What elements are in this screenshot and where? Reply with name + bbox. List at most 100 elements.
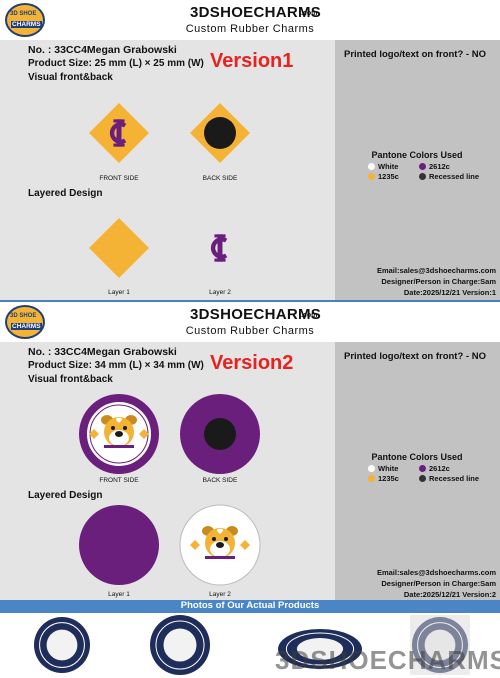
diamond [190,540,200,550]
recess [204,418,236,450]
section-heading: Layered Design [28,188,103,199]
diamond [240,540,250,550]
subtitle: Custom Rubber Charms [185,325,315,337]
diamond [89,218,149,278]
brand-domain: .com [301,312,318,319]
right-panel [335,40,500,300]
logo-text: CHARMS [11,21,42,28]
dog-eye [224,537,228,541]
cc-serif [214,234,226,238]
swatch-label: White [378,464,399,473]
swatch-label: Recessed line [429,474,480,483]
cc-bar [217,234,223,262]
layer-disc [79,505,159,585]
swatch-label: 1235c [378,474,399,483]
swatch [419,173,426,180]
charm-drawings [89,103,250,278]
diamond [139,429,149,439]
product-ring [285,632,355,666]
swatch-label: 1235c [378,172,399,181]
swatch-label: Recessed line [429,172,480,181]
swatch-label: 2612c [429,162,450,171]
left-panel [0,342,335,600]
section-heading: Layered Design [28,490,103,501]
pantone-heading: Pantone Colors Used [371,452,463,462]
contact-line: Date:2025/12/21 Version:2 [403,590,496,599]
layer-label: Layer 1 [108,591,130,598]
brand-domain: .com [301,10,318,17]
section-heading: Visual front&back [28,374,113,385]
brand: 3DSHOECHARMS .com [190,4,322,22]
cc-logo [109,119,127,147]
logo-text: CHARMS [11,323,42,330]
logo-badge: 3D SHOE CHARMS [5,3,45,37]
dog-heart [115,417,123,423]
product-size: Product Size: 34 mm (L) × 34 mm (W) [28,360,204,371]
watermark: 3DSHOECHARMS.com [275,645,500,675]
cc-serif [113,119,125,123]
recess [204,117,236,149]
logo-text: 3D SHOE [10,313,37,319]
logo-badge: 3D SHOE CHARMS [5,305,45,339]
side-label: BACK SIDE [202,477,238,484]
brand-name: 3DSHOECHARMS [190,4,322,21]
dog-muzzle [210,541,230,557]
dog-muzzle [109,430,129,446]
side-label: BACK SIDE [202,175,238,182]
photos-heading: Photos of Our Actual Products [180,600,320,611]
left-panel [0,40,335,300]
product-number: No. : 33CC4Megan Grabowski [28,346,177,358]
swatch-label: 2612c [429,464,450,473]
product-photos [34,615,470,675]
swatch [419,163,426,170]
swatch [368,173,375,180]
side-label: FRONT SIDE [99,477,139,484]
layer-label: Layer 1 [108,289,130,296]
swatch [368,475,375,482]
product-inner [163,628,197,662]
contact-line: Date:2025/12/21 Version:1 [403,288,496,297]
bulldog [101,415,137,447]
product-inner [296,638,344,660]
product-ring [39,622,85,668]
cc-logo [210,234,228,262]
layer-stripe [205,556,235,559]
bulldog [202,526,238,558]
dog-eye [212,537,216,541]
swatch [368,163,375,170]
charm-stripe [104,445,134,448]
printed-note: Printed logo/text on front? - NO [344,351,486,362]
brand: 3DSHOECHARMS .com [190,306,322,324]
subtitle: Custom Rubber Charms [185,23,315,35]
right-panel [335,342,500,600]
side-label: FRONT SIDE [99,175,139,182]
logo-text: 3D SHOE [10,11,37,17]
dog-heart [216,528,224,534]
version-label: Version1 [210,50,294,72]
contact-line: Designer/Person in Charge:Sam [381,277,496,286]
contact-line: Email:sales@3dshoecharms.com [376,266,496,275]
divider [0,300,500,302]
dog-eye [123,426,127,430]
dog-nose [115,431,123,437]
version-label: Version2 [210,352,294,374]
printed-note: Printed logo/text on front? - NO [344,49,486,60]
contact-line: Designer/Person in Charge:Sam [381,579,496,588]
swatch [419,465,426,472]
swatch [368,465,375,472]
brand-name: 3DSHOECHARMS [190,306,322,323]
diamond [89,429,99,439]
charm-drawings [79,394,261,586]
layer-label: Layer 2 [209,591,231,598]
product-size: Product Size: 25 mm (L) × 25 mm (W) [28,58,204,69]
product-number: No. : 33CC4Megan Grabowski [28,44,177,56]
pantone-heading: Pantone Colors Used [371,150,463,160]
dog-eye [111,426,115,430]
cc-serif [214,258,226,262]
cc-serif [113,143,125,147]
cc-bar [116,119,122,147]
product-inner [46,629,78,661]
layer-label: Layer 2 [209,289,231,296]
photos-bar [0,600,500,613]
